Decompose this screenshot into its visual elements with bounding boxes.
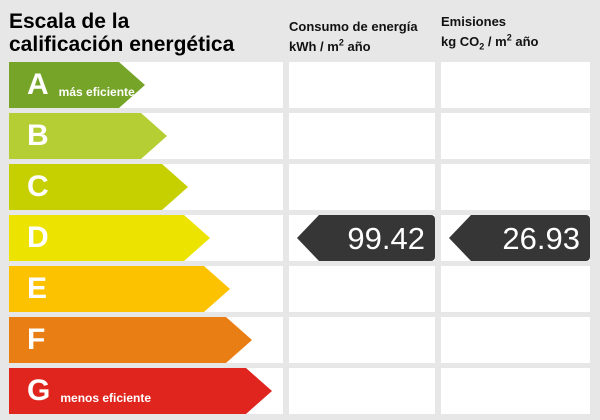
- consumption-cell-e: [289, 266, 435, 312]
- scale-cell-d: D: [9, 215, 283, 261]
- consumption-header-title: Consumo de energía: [289, 18, 418, 34]
- emissions-cell-g: [441, 368, 590, 414]
- rating-letter: F: [27, 323, 46, 356]
- rating-arrow-b: B: [9, 113, 167, 159]
- emissions-cell-b: [441, 113, 590, 159]
- rating-letter: E: [27, 272, 48, 305]
- rating-row-e: E: [9, 266, 590, 312]
- consumption-header-unit: kWh / m2 año: [289, 37, 371, 54]
- rating-row-b: B: [9, 113, 590, 159]
- page-title: Escala de la calificación energética: [9, 8, 283, 62]
- consumption-value: 99.42: [347, 220, 425, 256]
- rating-scale: A más eficiente B C: [9, 62, 590, 414]
- emissions-cell-a: [441, 62, 590, 108]
- consumption-cell-g: [289, 368, 435, 414]
- header: Escala de la calificación energética Con…: [9, 8, 590, 62]
- rating-arrow-a: A más eficiente: [9, 62, 145, 108]
- consumption-cell-b: [289, 113, 435, 159]
- rating-letter: A: [27, 68, 49, 101]
- emissions-value-arrow: 26.93: [449, 215, 590, 261]
- scale-cell-g: G menos eficiente: [9, 368, 283, 414]
- consumption-cell-d: 99.42: [289, 215, 435, 261]
- rating-arrow-f: F: [9, 317, 252, 363]
- emissions-header-title: Emisiones: [441, 14, 507, 30]
- scale-cell-b: B: [9, 113, 283, 159]
- rating-arrow-e: E: [9, 266, 230, 312]
- rating-row-a: A más eficiente: [9, 62, 590, 108]
- rating-arrow-c: C: [9, 164, 188, 210]
- rating-arrow-g: G menos eficiente: [9, 368, 272, 414]
- rating-arrow-d: D: [9, 215, 210, 261]
- rating-row-c: C: [9, 164, 590, 210]
- consumption-value-arrow: 99.42: [297, 215, 435, 261]
- efficiency-note: menos eficiente: [60, 391, 152, 405]
- consumption-column-header: Consumo de energía kWh / m2 año: [289, 19, 435, 62]
- emissions-cell-e: [441, 266, 590, 312]
- rating-row-d: D 99.42 26.93: [9, 215, 590, 261]
- page-title-line2: calificación energética: [9, 33, 235, 56]
- rating-letter: G: [27, 374, 51, 407]
- rating-row-f: F: [9, 317, 590, 363]
- emissions-value: 26.93: [502, 220, 580, 256]
- efficiency-note: más eficiente: [58, 85, 135, 99]
- scale-cell-a: A más eficiente: [9, 62, 283, 108]
- rating-letter: B: [27, 119, 49, 152]
- rating-row-g: G menos eficiente: [9, 368, 590, 414]
- scale-cell-e: E: [9, 266, 283, 312]
- page-title-line1: Escala de la: [9, 10, 130, 33]
- emissions-cell-d: 26.93: [441, 215, 590, 261]
- consumption-cell-f: [289, 317, 435, 363]
- consumption-cell-c: [289, 164, 435, 210]
- emissions-cell-c: [441, 164, 590, 210]
- consumption-cell-a: [289, 62, 435, 108]
- rating-letter: C: [27, 170, 49, 203]
- emissions-column-header: Emisiones kg CO2 / m2 año: [441, 14, 590, 62]
- rating-letter: D: [27, 221, 49, 254]
- scale-cell-f: F: [9, 317, 283, 363]
- scale-cell-c: C: [9, 164, 283, 210]
- emissions-header-unit: kg CO2 / m2 año: [441, 33, 539, 52]
- emissions-cell-f: [441, 317, 590, 363]
